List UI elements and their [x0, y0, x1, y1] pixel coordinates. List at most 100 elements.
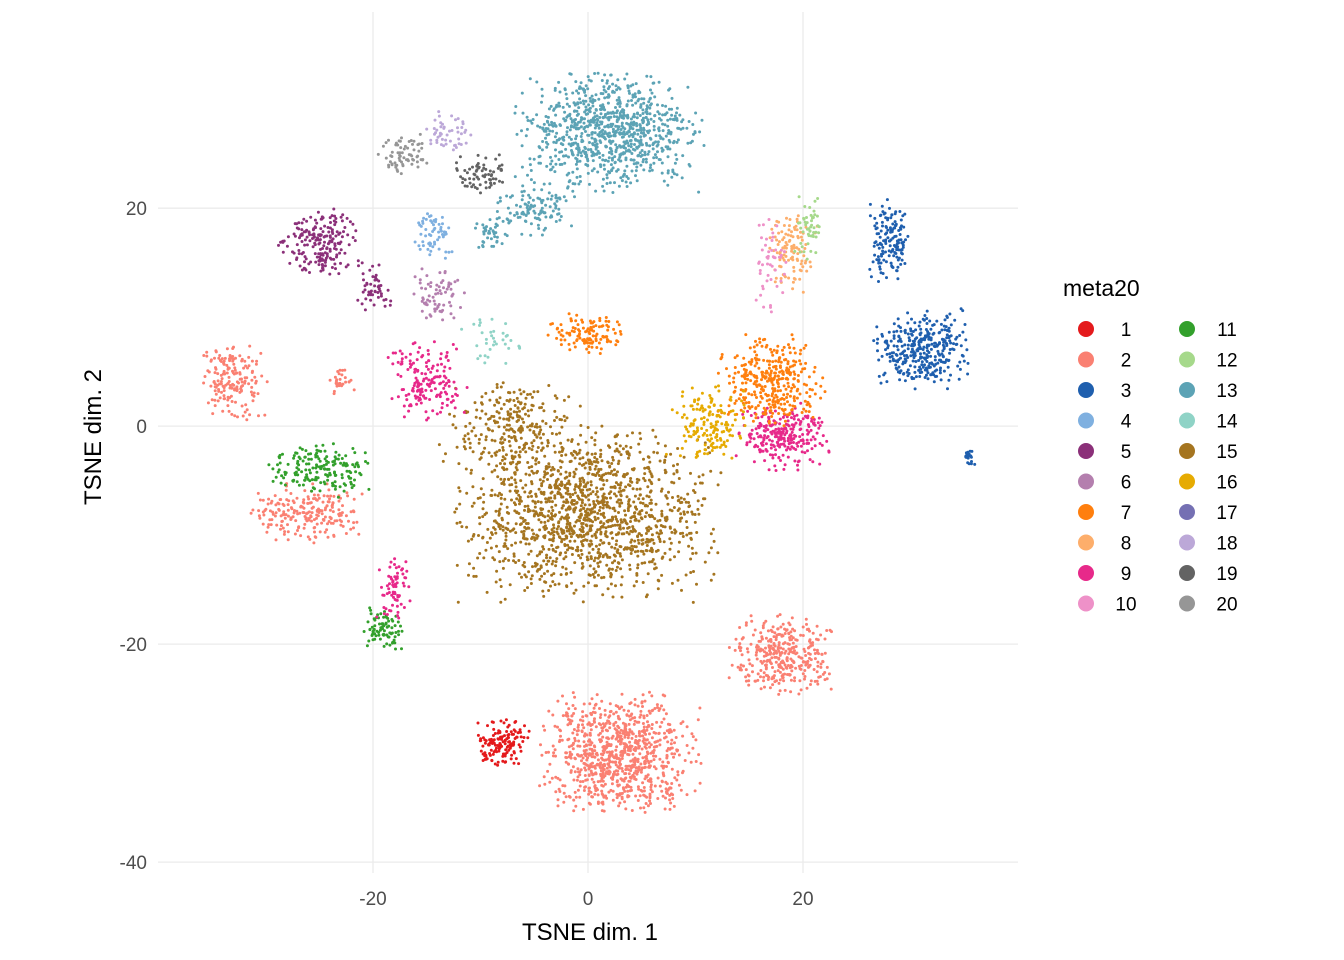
data-point-15	[562, 414, 566, 418]
data-point-2	[625, 783, 629, 787]
data-point-15	[591, 510, 595, 514]
data-point-13	[648, 144, 652, 148]
data-point-13	[474, 226, 477, 230]
data-point-2	[787, 621, 791, 625]
data-point-15	[512, 559, 515, 563]
data-point-15	[589, 480, 593, 484]
data-point-15	[638, 431, 642, 435]
data-point-2	[741, 636, 745, 640]
data-point-13	[583, 90, 587, 94]
data-point-15	[457, 462, 461, 466]
data-point-2	[581, 710, 585, 714]
data-point-13	[641, 131, 645, 135]
data-point-15	[557, 582, 561, 586]
data-point-2	[587, 774, 591, 777]
data-point-15	[530, 408, 533, 412]
data-point-13	[485, 225, 488, 229]
data-point-2	[251, 508, 255, 512]
data-point-13	[594, 189, 598, 193]
data-point-2	[794, 638, 798, 642]
data-point-2	[655, 703, 659, 707]
data-point-2	[764, 673, 768, 677]
data-point-3	[932, 380, 936, 384]
data-point-2	[643, 745, 647, 749]
data-point-2	[213, 404, 217, 408]
data-point-2	[781, 622, 785, 626]
data-point-15	[522, 420, 526, 424]
data-point-15	[592, 473, 596, 477]
data-point-2	[816, 664, 820, 668]
data-point-2	[619, 728, 623, 732]
data-point-15	[549, 425, 552, 429]
data-point-15	[581, 600, 585, 604]
data-point-13	[532, 209, 536, 213]
data-point-13	[523, 202, 527, 206]
data-point-15	[478, 552, 482, 555]
data-point-3	[935, 319, 939, 323]
data-point-13	[579, 151, 583, 155]
data-point-2	[330, 505, 334, 509]
data-point-13	[537, 161, 541, 165]
data-point-15	[437, 443, 441, 447]
data-point-15	[651, 428, 655, 432]
data-point-15	[551, 580, 555, 584]
data-point-13	[555, 199, 559, 203]
data-point-15	[549, 474, 553, 478]
data-point-2	[635, 772, 639, 776]
data-point-1	[505, 730, 509, 733]
data-point-3	[903, 331, 907, 335]
data-point-15	[622, 532, 626, 536]
data-point-15	[664, 518, 668, 522]
data-point-15	[497, 512, 501, 515]
data-point-13	[639, 154, 643, 158]
data-point-2	[273, 494, 277, 498]
data-point-2	[321, 518, 325, 521]
data-point-15	[478, 416, 482, 420]
data-point-15	[701, 473, 705, 477]
data-point-1	[481, 744, 485, 748]
data-point-13	[580, 154, 583, 158]
data-point-2	[637, 765, 641, 769]
data-point-2	[648, 690, 651, 694]
data-point-13	[615, 111, 618, 115]
data-point-2	[310, 519, 313, 523]
data-point-15	[513, 489, 517, 493]
scatter-points	[202, 71, 977, 814]
data-point-3	[923, 368, 927, 372]
data-point-15	[582, 478, 586, 482]
data-point-3	[945, 336, 949, 340]
data-point-15	[629, 446, 633, 449]
data-point-2	[777, 692, 781, 696]
data-point-15	[595, 584, 598, 588]
data-point-2	[778, 663, 782, 666]
data-point-13	[640, 149, 644, 152]
data-point-2	[633, 703, 637, 707]
data-point-13	[639, 126, 643, 130]
data-point-2	[558, 740, 561, 744]
data-point-15	[523, 504, 527, 508]
data-point-15	[531, 456, 535, 460]
data-point-13	[493, 235, 497, 239]
data-point-2	[580, 729, 584, 733]
data-point-15	[592, 567, 596, 571]
data-point-2	[561, 714, 565, 718]
data-point-13	[640, 97, 644, 101]
data-point-15	[642, 457, 645, 461]
data-point-3	[888, 352, 892, 356]
data-point-15	[635, 481, 639, 484]
data-point-15	[527, 552, 531, 556]
data-point-13	[524, 220, 528, 223]
data-point-15	[659, 529, 663, 533]
data-point-2	[222, 362, 226, 366]
data-point-3	[941, 349, 945, 353]
data-point-2	[323, 530, 327, 534]
data-point-13	[618, 87, 622, 91]
data-point-13	[587, 109, 591, 113]
data-point-15	[638, 487, 642, 491]
data-point-2	[604, 758, 608, 762]
data-point-15	[536, 446, 540, 449]
data-point-13	[630, 152, 634, 155]
data-point-3	[961, 309, 965, 313]
data-point-2	[213, 371, 217, 375]
data-point-15	[579, 556, 583, 560]
